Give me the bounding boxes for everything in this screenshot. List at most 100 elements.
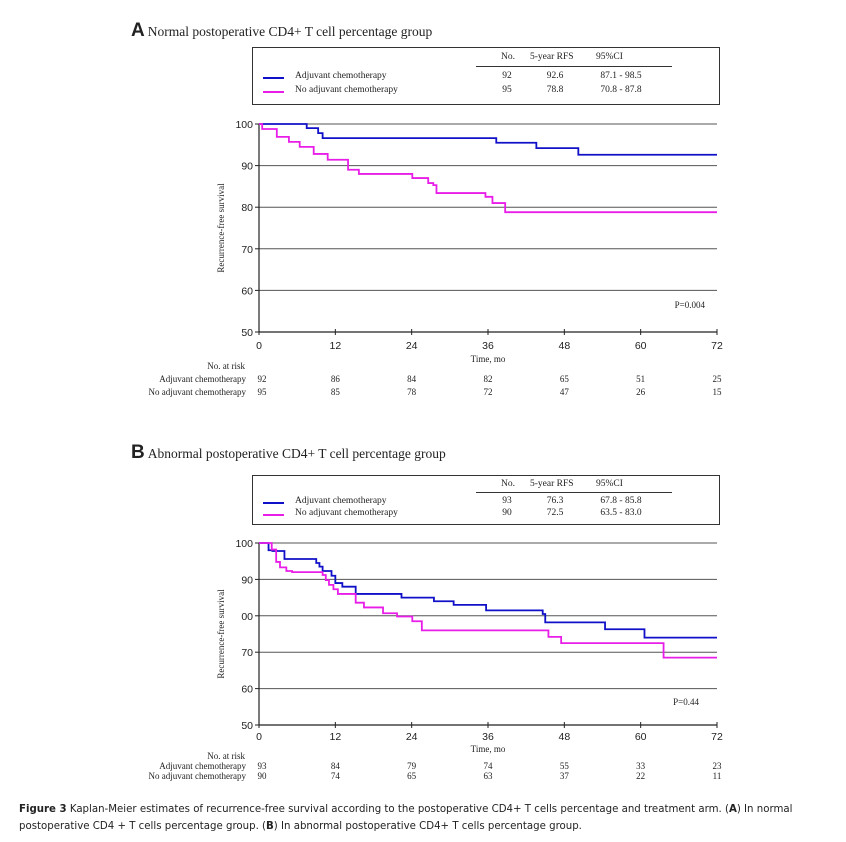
caption-text: ) In normal postoperative CD4 + T cells … [19, 804, 793, 832]
risk-value: 37 [560, 771, 570, 781]
legend-row-no-adjuvant: No adjuvant chemotherapy 95 78.8 70.8 - … [253, 85, 719, 98]
risk-value: 74 [331, 771, 341, 781]
risk-value: 26 [636, 387, 646, 397]
legend-header-ci: 95%CI [596, 479, 623, 489]
legend-rfs: 72.5 [546, 508, 564, 518]
legend-swatch-no-adjuvant [263, 514, 284, 516]
x-axis-label: Time, mo [471, 354, 506, 364]
legend-rfs: 76.3 [546, 496, 564, 506]
p-value: P=0.004 [675, 300, 706, 310]
risk-value: 85 [331, 387, 341, 397]
risk-value: 22 [636, 771, 645, 781]
x-tick-label: 12 [329, 731, 341, 743]
legend-no: 93 [502, 496, 512, 506]
legend-label: Adjuvant chemotherapy [295, 71, 387, 81]
p-value: P=0.44 [673, 697, 699, 707]
figure-caption: Figure 3 Kaplan-Meier estimates of recur… [19, 801, 834, 835]
risk-value: 78 [407, 387, 417, 397]
legend-swatch-no-adjuvant [263, 91, 284, 93]
y-tick-label: 70 [241, 244, 253, 256]
y-axis-label: Recurrence-free survival [216, 183, 226, 273]
risk-value: 72 [484, 387, 493, 397]
risk-row-label: No adjuvant chemotherapy [149, 387, 247, 397]
risk-table-header: No. at risk [207, 361, 245, 371]
risk-value: 23 [713, 761, 723, 771]
panel-b-title: B Abnormal postoperative CD4+ T cell perc… [131, 442, 446, 464]
caption-label: Figure 3 [19, 804, 67, 815]
legend-ci: 63.5 - 83.0 [600, 508, 642, 518]
y-tick-label: 60 [241, 285, 253, 297]
panel-a-legend: No. 5-year RFS 95%CI Adjuvant chemothera… [252, 47, 720, 105]
x-tick-label: 48 [558, 731, 570, 743]
caption-text: Kaplan-Meier estimates of recurrence-fre… [66, 804, 729, 815]
legend-row-no-adjuvant: No adjuvant chemotherapy 90 72.5 63.5 - … [253, 508, 719, 521]
x-tick-label: 48 [558, 340, 570, 352]
legend-ci: 87.1 - 98.5 [600, 71, 642, 81]
legend-header-rfs: 5-year RFS [530, 479, 574, 489]
km-curve-adjuvant [259, 123, 717, 156]
x-tick-label: 24 [406, 731, 418, 743]
risk-value: 82 [484, 374, 493, 384]
legend-row-adjuvant: Adjuvant chemotherapy 93 76.3 67.8 - 85.… [253, 496, 719, 509]
risk-value: 15 [713, 387, 723, 397]
legend-row-adjuvant: Adjuvant chemotherapy 92 92.6 87.1 - 98.… [253, 71, 719, 84]
risk-value: 74 [484, 761, 494, 771]
x-tick-label: 60 [635, 731, 647, 743]
risk-value: 84 [407, 374, 417, 384]
risk-value: 25 [713, 374, 723, 384]
panel-a-title-text: Normal postoperative CD4+ T cell percent… [147, 24, 433, 39]
y-axis-label: Recurrence-free survival [216, 589, 226, 679]
legend-ci: 70.8 - 87.8 [600, 85, 642, 95]
y-tick-label: 70 [241, 647, 253, 659]
risk-row-label: Adjuvant chemotherapy [159, 761, 246, 771]
y-tick-label: 100 [235, 119, 253, 131]
legend-header-no: No. [501, 52, 515, 62]
x-tick-label: 72 [711, 340, 723, 352]
risk-value: 79 [407, 761, 417, 771]
risk-value: 86 [331, 374, 341, 384]
km-curve-no-adjuvant [259, 123, 717, 214]
legend-no: 92 [502, 71, 512, 81]
x-tick-label: 60 [635, 340, 647, 352]
risk-value: 11 [713, 771, 722, 781]
panel-b-letter: B [131, 442, 145, 463]
risk-row-label: Adjuvant chemotherapy [159, 374, 246, 384]
x-tick-label: 24 [406, 340, 418, 352]
risk-value: 65 [560, 374, 570, 384]
y-tick-label: 00 [241, 611, 253, 623]
risk-value: 47 [560, 387, 570, 397]
risk-value: 84 [331, 761, 341, 771]
risk-value: 90 [258, 771, 268, 781]
legend-label: No adjuvant chemotherapy [295, 508, 398, 518]
panel-b-legend: No. 5-year RFS 95%CI Adjuvant chemothera… [252, 475, 720, 525]
risk-value: 92 [258, 374, 267, 384]
y-tick-label: 100 [235, 538, 253, 550]
caption-text: ) In abnormal postoperative CD4+ T cells… [273, 821, 582, 832]
caption-ref-a: A [728, 804, 737, 815]
legend-no: 95 [502, 85, 512, 95]
x-tick-label: 36 [482, 731, 494, 743]
legend-label: No adjuvant chemotherapy [295, 85, 398, 95]
risk-value: 55 [560, 761, 570, 771]
km-curve-adjuvant [259, 542, 717, 639]
panel-b-title-text: Abnormal postoperative CD4+ T cell perce… [147, 446, 446, 461]
panel-a-letter: A [131, 20, 145, 41]
x-tick-label: 36 [482, 340, 494, 352]
legend-label: Adjuvant chemotherapy [295, 496, 387, 506]
y-tick-label: 90 [241, 161, 253, 173]
legend-header-ci: 95%CI [596, 52, 623, 62]
risk-row-label: No adjuvant chemotherapy [149, 771, 247, 781]
x-tick-label: 0 [256, 731, 262, 743]
legend-divider [476, 492, 672, 493]
legend-swatch-adjuvant [263, 77, 284, 79]
legend-swatch-adjuvant [263, 502, 284, 504]
panel-a-title: A Normal postoperative CD4+ T cell percen… [131, 20, 432, 42]
legend-header-no: No. [501, 479, 515, 489]
risk-value: 63 [484, 771, 494, 781]
x-tick-label: 72 [711, 731, 723, 743]
legend-no: 90 [502, 508, 512, 518]
risk-value: 95 [258, 387, 268, 397]
km-curve-no-adjuvant [259, 542, 717, 659]
legend-ci: 67.8 - 85.8 [600, 496, 642, 506]
